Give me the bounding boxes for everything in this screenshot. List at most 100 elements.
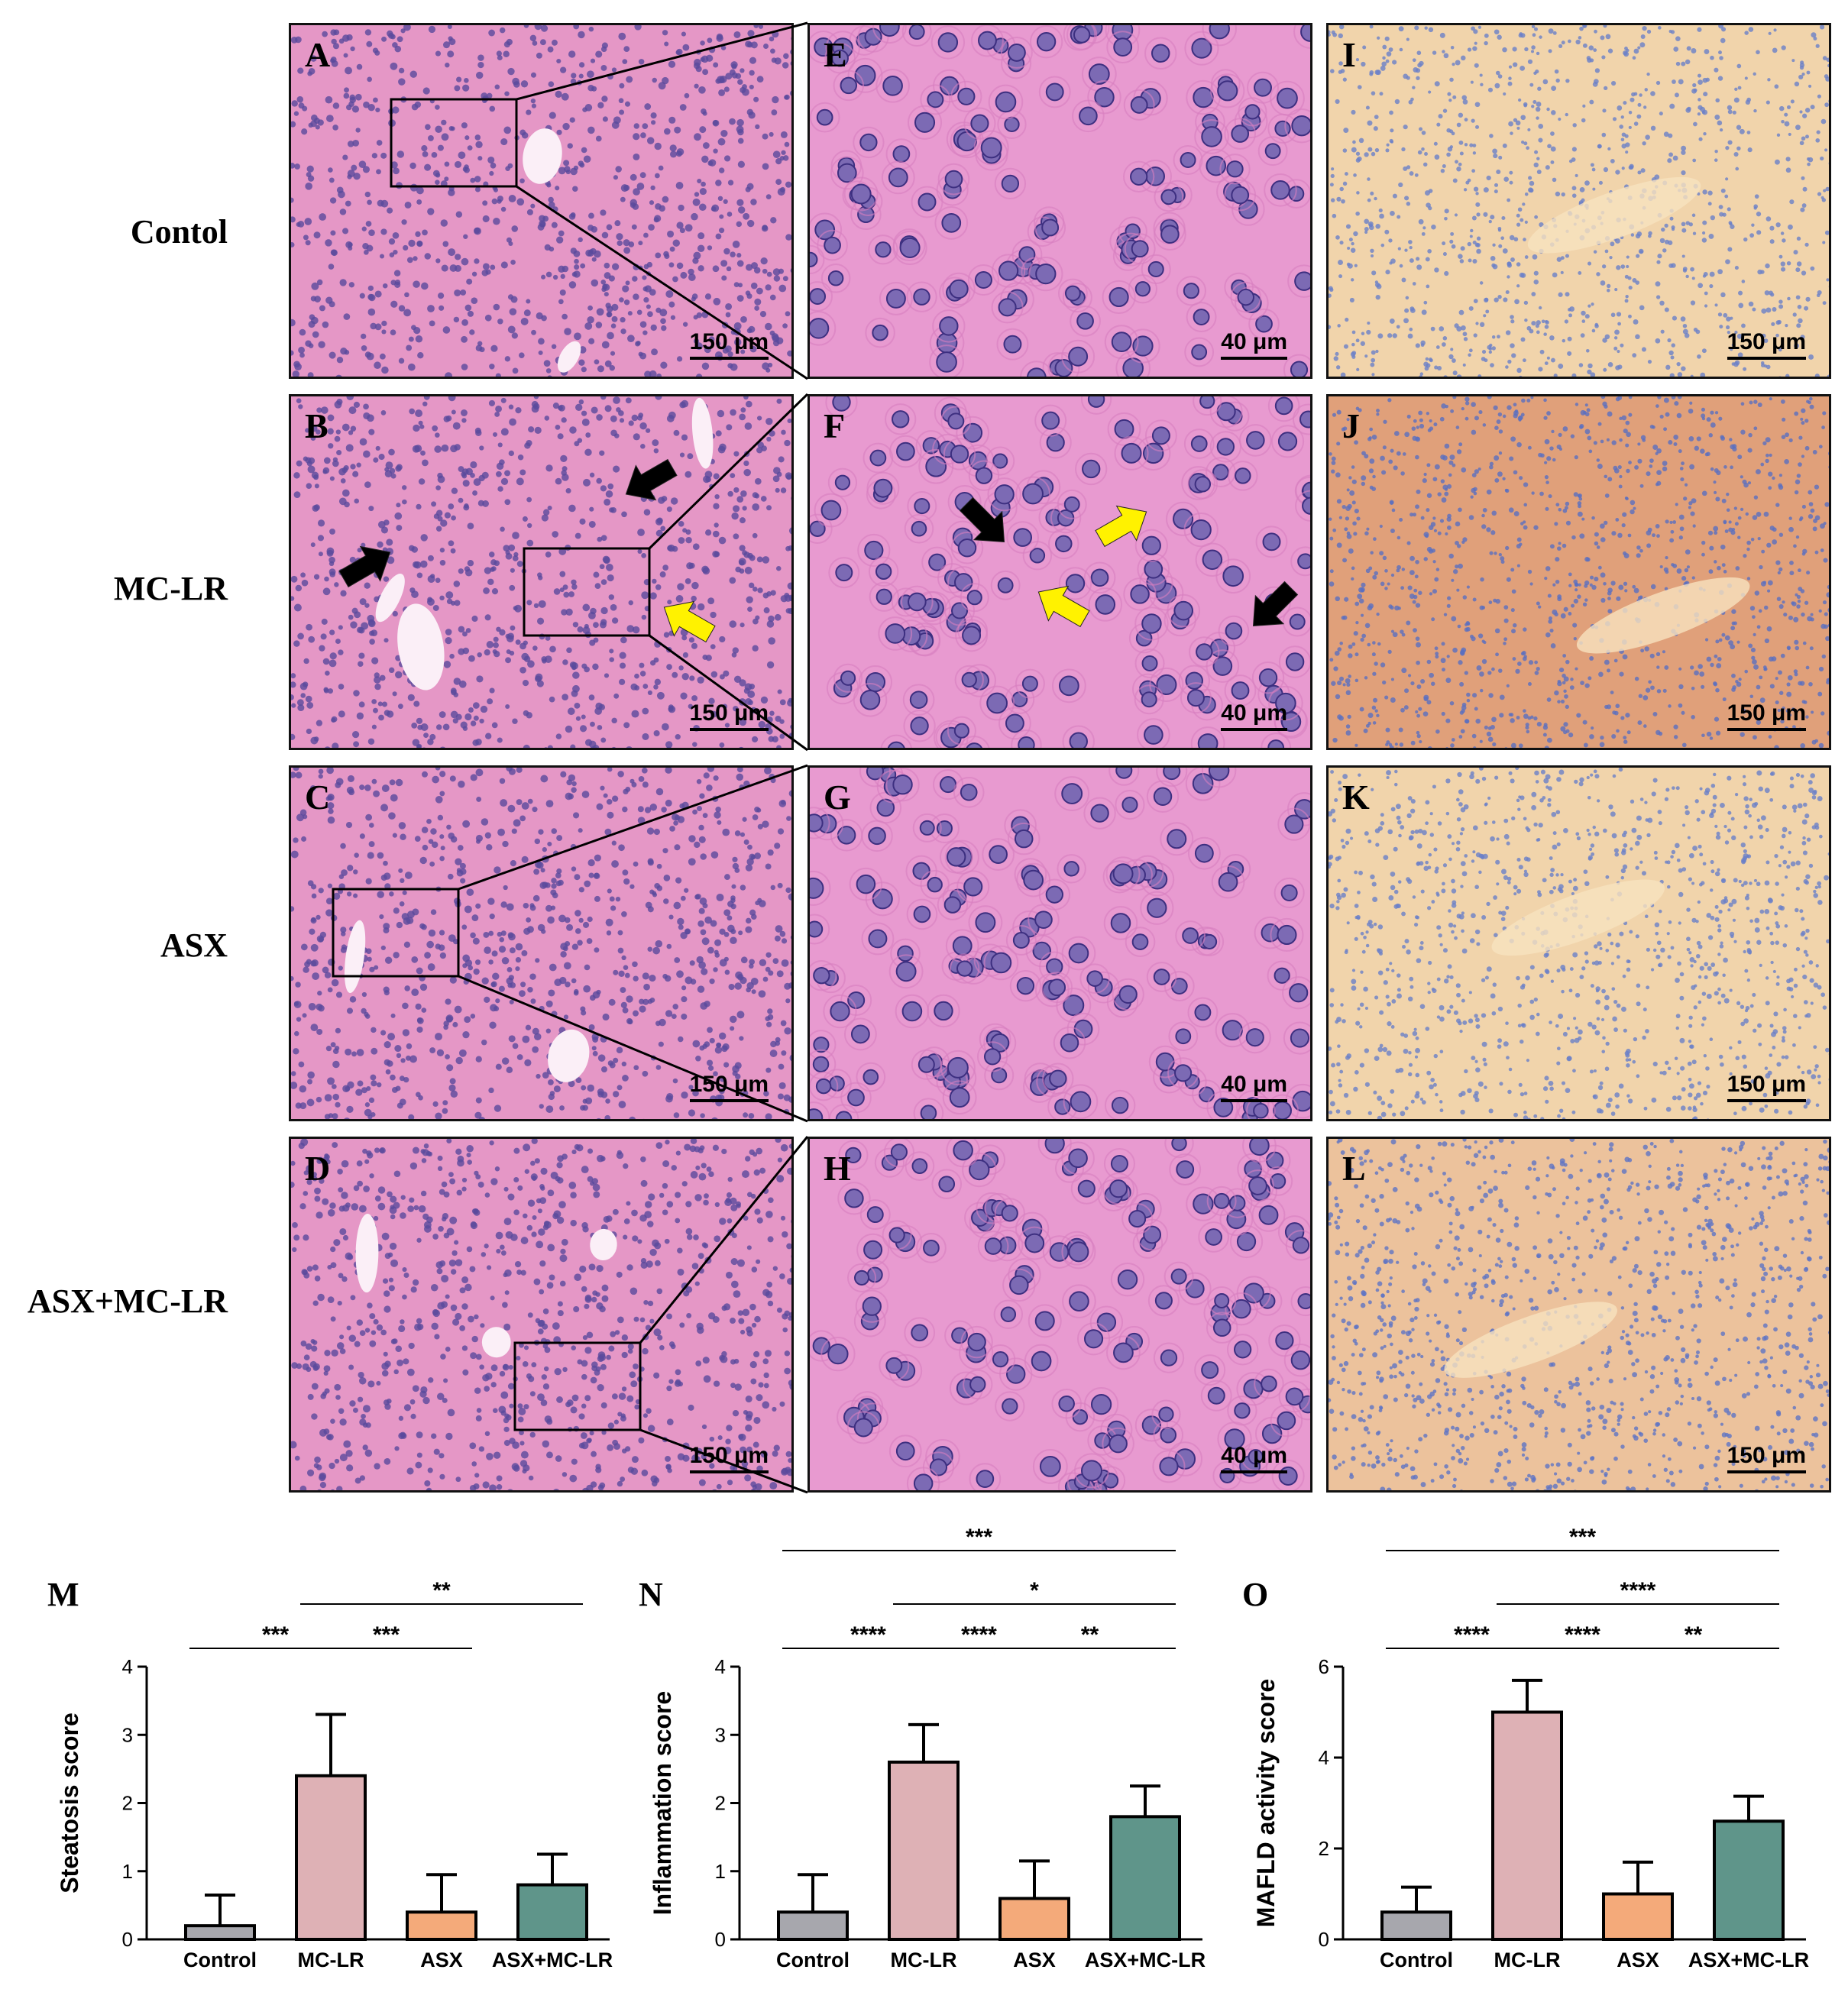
y-axis-label: Inflammation score (649, 1691, 676, 1915)
significance-stars: **** (1620, 1578, 1656, 1603)
micrograph-panel-k: K 150 μm (1326, 765, 1831, 1121)
panel-letter: E (824, 35, 847, 74)
tissue-texture (810, 25, 1310, 377)
scale-bar: 40 μm (1221, 700, 1287, 731)
scale-bar-line (1221, 1099, 1287, 1102)
panel-letter: B (305, 406, 328, 445)
micrograph-panel-e: E 40 μm (807, 23, 1312, 379)
significance-stars: **** (1454, 1622, 1490, 1648)
tissue-texture (810, 396, 1310, 748)
scale-bar: 150 μm (1727, 329, 1806, 360)
panel-letter: C (305, 778, 331, 817)
tissue-texture (1329, 1139, 1829, 1490)
y-tick-label: 4 (1319, 1746, 1329, 1769)
y-tick-label: 4 (715, 1655, 726, 1678)
row-label-asx-mclr: ASX+MC-LR (27, 1282, 228, 1320)
tissue-texture (810, 768, 1310, 1119)
tissue-texture (1329, 768, 1829, 1119)
bar-mc-lr (1491, 1710, 1563, 1941)
bar-asx (998, 1897, 1070, 1941)
x-tick-label: ASX (420, 1949, 463, 1971)
scale-bar: 150 μm (1727, 1443, 1806, 1473)
scale-bar-label: 40 μm (1221, 329, 1287, 354)
scale-bar-label: 150 μm (1727, 700, 1806, 726)
scale-bar-label: 40 μm (1221, 1443, 1287, 1468)
row-label-asx: ASX (160, 927, 228, 964)
y-tick-label: 2 (122, 1792, 133, 1815)
significance-stars: **** (961, 1622, 997, 1648)
significance-stars: ** (1081, 1622, 1099, 1648)
row-label-control: Contol (130, 213, 228, 251)
x-tick-label: ASX (1013, 1949, 1056, 1971)
x-tick-label: MC-LR (298, 1949, 364, 1971)
x-tick-label: Control (1380, 1949, 1453, 1971)
tissue-texture (810, 1139, 1310, 1490)
scale-bar-line (1221, 728, 1287, 731)
tissue-texture (1329, 25, 1829, 377)
x-tick-label: ASX+MC-LR (492, 1949, 613, 1971)
significance-stars: *** (262, 1622, 289, 1648)
x-tick-label: ASX+MC-LR (1085, 1949, 1206, 1971)
significance-stars: **** (1565, 1622, 1600, 1648)
panel-letter: K (1342, 778, 1370, 817)
micrograph-panel-j: J 150 μm (1326, 394, 1831, 750)
scale-bar: 40 μm (1221, 329, 1287, 360)
panel-letter: A (305, 35, 331, 74)
row-label-mclr: MC-LR (113, 570, 228, 607)
bar-mc-lr (888, 1760, 960, 1941)
y-tick-label: 0 (715, 1928, 726, 1951)
micrograph-panel-i: I 150 μm (1326, 23, 1831, 379)
scale-bar-line (1727, 728, 1806, 731)
significance-stars: **** (850, 1622, 886, 1648)
significance-stars: *** (373, 1622, 400, 1648)
significance-stars: ** (1685, 1622, 1703, 1648)
bar-control (777, 1910, 849, 1942)
scale-bar: 150 μm (1727, 700, 1806, 731)
scale-bar-label: 150 μm (1727, 329, 1806, 354)
significance-stars: *** (1569, 1525, 1596, 1550)
panel-letter: D (305, 1149, 331, 1188)
y-tick-label: 0 (122, 1928, 133, 1951)
significance-stars: * (1030, 1578, 1039, 1603)
scale-bar-line (1221, 357, 1287, 360)
x-tick-label: MC-LR (891, 1949, 957, 1971)
chart-label-o: O (1242, 1576, 1269, 1613)
scale-bar-line (1221, 1470, 1287, 1473)
y-tick-label: 4 (122, 1655, 133, 1678)
scale-bar-line (1727, 1099, 1806, 1102)
scale-bar: 40 μm (1221, 1443, 1287, 1473)
micrograph-panel-h: H 40 μm (807, 1137, 1312, 1493)
x-tick-label: Control (776, 1949, 850, 1971)
micrograph-panel-l: L 150 μm (1326, 1137, 1831, 1493)
significance-stars: *** (966, 1525, 992, 1550)
bar-asx (406, 1910, 477, 1942)
y-tick-label: 1 (715, 1860, 726, 1883)
panel-letter: H (824, 1149, 851, 1188)
scale-bar-label: 40 μm (1221, 700, 1287, 726)
bar-asx-mc-lr (1713, 1819, 1785, 1942)
scale-bar-label: 150 μm (1727, 1072, 1806, 1097)
x-tick-label: Control (183, 1949, 257, 1971)
x-tick-label: ASX (1617, 1949, 1659, 1971)
micrograph-panel-g: G 40 μm (807, 765, 1312, 1121)
micrograph-panel-f: F 40 μm (807, 394, 1312, 750)
y-tick-label: 1 (122, 1860, 133, 1883)
panel-letter: J (1342, 406, 1360, 445)
chart-label-m: M (47, 1576, 79, 1613)
y-tick-label: 3 (122, 1723, 133, 1746)
y-tick-label: 2 (1319, 1837, 1329, 1860)
y-tick-label: 2 (715, 1792, 726, 1815)
bar-asx (1602, 1892, 1674, 1941)
scale-bar-line (1727, 1470, 1806, 1473)
panel-letter: G (824, 778, 851, 817)
bar-asx-mc-lr (516, 1883, 588, 1942)
scale-bar-label: 150 μm (1727, 1443, 1806, 1468)
bar-asx-mc-lr (1109, 1815, 1181, 1942)
y-tick-label: 6 (1319, 1655, 1329, 1678)
panel-letter: I (1342, 35, 1356, 74)
x-tick-label: MC-LR (1494, 1949, 1561, 1971)
y-tick-label: 3 (715, 1723, 726, 1746)
